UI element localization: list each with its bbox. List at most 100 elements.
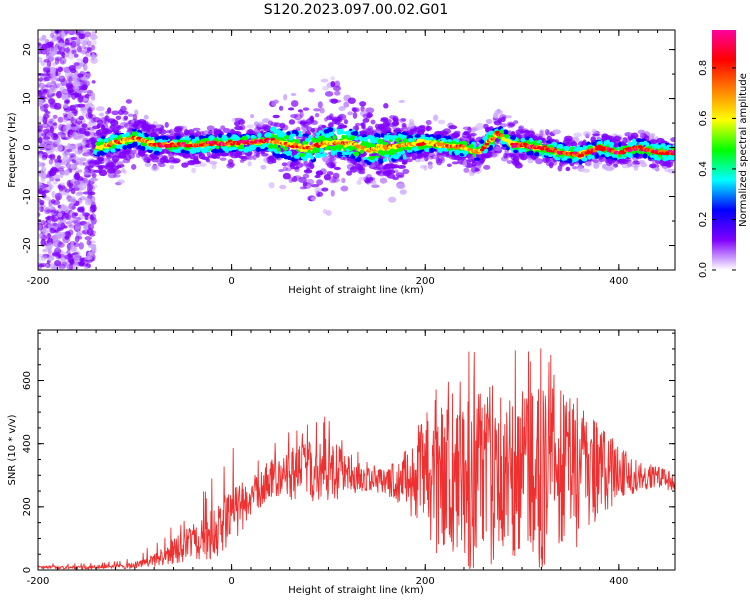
spectrogram-cell <box>95 129 101 136</box>
spectrogram-cell <box>47 97 56 105</box>
spectrogram-cell <box>328 176 337 184</box>
spectrogram-cell <box>53 102 62 110</box>
spectrogram-cell <box>38 181 43 187</box>
spectrogram-cell <box>123 115 129 121</box>
spectrogram-cell <box>278 105 284 111</box>
spectrogram-cell <box>46 144 54 149</box>
spectrogram-cell <box>261 152 269 157</box>
spectrogram-cell <box>38 263 45 268</box>
spectrogram-cell <box>348 137 354 141</box>
spectrogram-cell <box>46 82 53 86</box>
spectrogram-cell <box>329 163 334 169</box>
spectrogram-cell <box>419 164 427 169</box>
spectrogram-cell <box>341 135 349 139</box>
spectrogram-cell <box>330 80 336 88</box>
spectrogram-cell <box>512 156 520 162</box>
spectrogram-cell <box>604 166 614 172</box>
spectrogram-cell <box>479 139 485 144</box>
spectrogram-cell <box>425 126 433 131</box>
spectrogram-cell <box>175 135 181 140</box>
spectrogram-cell <box>380 133 385 138</box>
spectrogram-cell <box>310 183 320 188</box>
spectrogram-cell <box>65 124 72 131</box>
spectrogram-cell <box>246 124 254 129</box>
spectrogram-cell <box>62 117 68 123</box>
spectrogram-cell <box>38 123 44 132</box>
spectrogram-cell <box>428 155 434 160</box>
spectrogram-cell <box>110 161 117 167</box>
spectrogram-cell <box>47 170 52 178</box>
spectrogram-cell <box>42 248 50 252</box>
spectrogram-cell <box>62 103 69 109</box>
spectrogram-cell <box>432 114 439 122</box>
spectrogram-cell <box>63 30 69 35</box>
spectrogram-cell <box>95 146 101 150</box>
spectrogram-cell <box>82 56 89 64</box>
spectrogram-cell <box>247 161 252 167</box>
spectrogram-cell <box>338 105 346 112</box>
spectrogram-cell <box>482 123 489 129</box>
spectrogram-cell <box>151 164 160 172</box>
spectrogram-cell <box>321 187 329 192</box>
spectrogram-cell <box>172 158 181 164</box>
spectrogram-cell <box>85 50 90 57</box>
spectrogram-cell <box>331 145 336 152</box>
spectrogram-cell <box>346 170 353 176</box>
spectrogram-cell <box>315 147 321 153</box>
spectrogram-cell <box>334 90 341 96</box>
spectrogram-cell <box>163 155 169 163</box>
spectrogram-cell <box>396 152 401 157</box>
spectrogram-cell <box>462 160 468 168</box>
spectrogram-cell <box>665 160 670 165</box>
spectrogram-cell <box>389 150 395 156</box>
spectrogram-cell <box>528 137 533 143</box>
spectrogram-cell <box>86 73 91 78</box>
spectrogram-cell <box>92 184 98 189</box>
spectrogram-cell <box>383 154 390 158</box>
spectrogram-cell <box>356 164 364 169</box>
spectrogram-cell <box>271 100 277 107</box>
spectrogram-cell <box>566 158 573 164</box>
spectrogram-cell <box>73 62 80 67</box>
spectrogram-cell <box>361 122 366 129</box>
spectrogram-cell <box>38 42 42 47</box>
spectrogram-cell <box>591 128 598 134</box>
spectrogram-cell <box>47 232 52 240</box>
spectrogram-cell <box>73 184 80 189</box>
spectrogram-cell <box>131 128 137 132</box>
spectrogram-cell <box>38 205 42 213</box>
spectrogram-cell <box>48 87 55 95</box>
spectrogram-cell <box>425 119 432 126</box>
spectrogram-cell <box>62 92 70 100</box>
spectrogram-cell <box>89 243 96 248</box>
spectrogram-cell <box>293 166 300 170</box>
spectrogram-cell <box>392 176 399 181</box>
spectrogram-cell <box>56 90 62 99</box>
spectrogram-cell <box>666 154 673 160</box>
spectrogram-cell <box>582 145 588 149</box>
spectrogram-cell <box>147 124 157 129</box>
spectrogram-cell <box>79 106 88 113</box>
spectrogram-cell <box>91 52 96 61</box>
spectrogram-cell <box>527 159 534 164</box>
spectrogram-cell <box>110 119 119 127</box>
spectrogram-cell <box>181 162 189 168</box>
spectrogram-cell <box>180 149 185 154</box>
spectrogram-cell <box>273 130 278 134</box>
spectrogram-cell <box>383 119 390 124</box>
spectrogram-cell <box>592 159 599 163</box>
spectrogram-cell <box>42 113 50 120</box>
spectrogram-cell <box>301 130 308 135</box>
spectrogram-cell <box>91 246 97 254</box>
spectrogram-cell <box>84 131 91 137</box>
spectrogram-cell <box>302 122 309 128</box>
spectrogram-cell <box>332 172 340 179</box>
spectrogram-cell <box>539 130 544 137</box>
spectrogram-cell <box>396 183 406 190</box>
spectrogram-cell <box>320 78 329 83</box>
spectrogram-cell <box>56 36 62 41</box>
spectrogram-cell <box>208 160 218 165</box>
spectrogram-cell <box>387 135 394 139</box>
spectrogram-cell <box>67 113 72 120</box>
spectrogram-cell <box>52 122 58 126</box>
